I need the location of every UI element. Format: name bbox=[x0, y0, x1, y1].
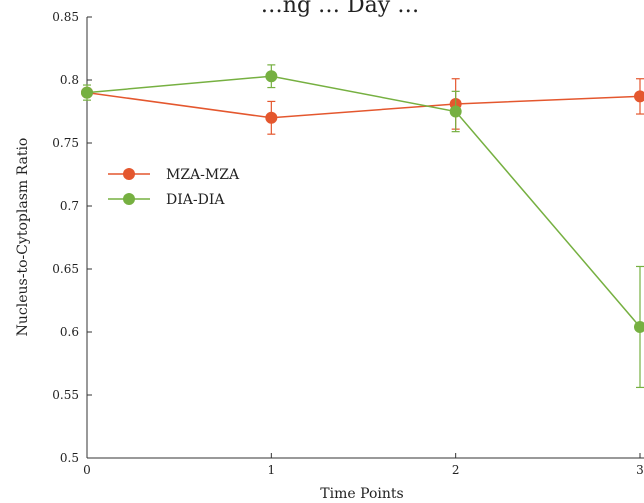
data-point bbox=[81, 86, 93, 99]
x-tick-label: 3 bbox=[636, 463, 644, 477]
y-tick-label: 0.85 bbox=[52, 10, 79, 24]
y-axis-title: Nucleus-to-Cytoplasm Ratio bbox=[15, 138, 31, 337]
x-tick-label: 0 bbox=[83, 463, 91, 477]
legend-label: DIA-DIA bbox=[166, 192, 225, 208]
x-ticks: 0 1 2 3 bbox=[83, 453, 644, 477]
series-line bbox=[86, 91, 641, 119]
series-line bbox=[86, 75, 641, 328]
series-1 bbox=[81, 64, 644, 389]
y-tick-label: 0.7 bbox=[60, 199, 79, 213]
legend: MZA-MZA DIA-DIA bbox=[108, 167, 240, 208]
data-point bbox=[634, 90, 644, 103]
axes bbox=[86, 17, 644, 459]
y-tick-label: 0.75 bbox=[52, 136, 79, 150]
y-tick-label: 0.8 bbox=[60, 73, 79, 87]
y-tick-label: 0.6 bbox=[60, 325, 79, 339]
chart-title: …ng … Day … bbox=[261, 0, 419, 18]
y-tick-label: 0.5 bbox=[60, 451, 79, 465]
series-layer bbox=[81, 64, 644, 389]
data-point bbox=[265, 111, 278, 124]
legend-marker bbox=[123, 168, 135, 180]
y-tick-label: 0.65 bbox=[52, 262, 79, 276]
legend-label: MZA-MZA bbox=[166, 167, 240, 183]
x-tick-label: 1 bbox=[268, 463, 276, 477]
x-tick-label: 2 bbox=[452, 463, 460, 477]
data-point bbox=[449, 105, 462, 118]
series-0 bbox=[81, 78, 644, 135]
y-tick-label: 0.55 bbox=[52, 388, 79, 402]
data-point bbox=[634, 320, 644, 333]
y-ticks: 0.5 0.55 0.6 0.65 0.7 0.75 0.8 0.85 bbox=[52, 10, 92, 465]
data-point bbox=[265, 70, 278, 83]
legend-marker bbox=[123, 193, 135, 205]
x-axis-title: Time Points bbox=[320, 486, 403, 502]
